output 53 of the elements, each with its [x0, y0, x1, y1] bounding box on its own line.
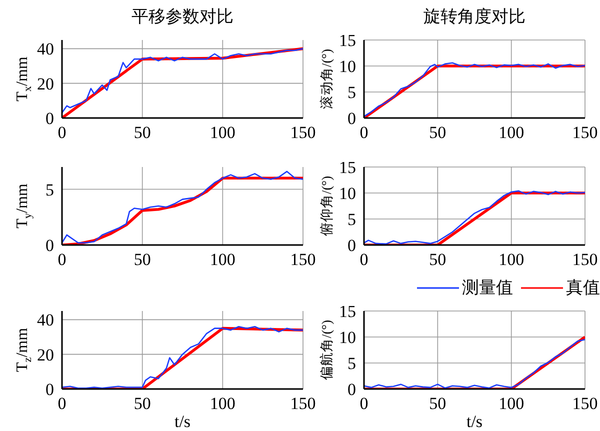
- x-tick-label: 0: [360, 250, 368, 270]
- y-tick-label: 10: [339, 184, 356, 204]
- legend-label: 真值: [566, 277, 600, 299]
- y-tick-label: 15: [339, 31, 356, 50]
- x-tick-label: 0: [360, 394, 368, 414]
- y-tick-label: 5: [348, 83, 356, 102]
- chart-title: 平移参数对比: [130, 6, 234, 28]
- x-tick-label: 50: [429, 123, 446, 142]
- y-tick-label: 0: [46, 236, 54, 256]
- x-tick-label: 100: [210, 123, 236, 142]
- x-axis-title: t/s: [173, 412, 192, 431]
- y-axis-title: 俯仰角/(°): [318, 176, 334, 236]
- y-tick-label: 10: [339, 57, 356, 76]
- y-axis-title: 偏航角/(°): [318, 320, 334, 380]
- y-tick-label: 5: [46, 180, 54, 200]
- x-tick-label: 150: [572, 394, 598, 414]
- chart-title: 旋转角度对比: [422, 6, 526, 28]
- x-tick-label: 50: [429, 250, 446, 270]
- legend-label: 测量值: [462, 277, 513, 299]
- x-tick-label: 150: [290, 250, 316, 270]
- y-tick-label: 15: [339, 158, 356, 178]
- y-tick-label: 5: [348, 354, 356, 374]
- x-tick-label: 150: [290, 394, 316, 414]
- x-tick-label: 100: [210, 250, 236, 270]
- x-tick-label: 0: [360, 123, 368, 142]
- y-axis-title: 滚动角/(°): [318, 48, 334, 110]
- x-tick-label: 100: [498, 250, 524, 270]
- x-tick-label: 0: [58, 394, 66, 414]
- x-tick-label: 150: [290, 123, 316, 142]
- x-tick-label: 100: [210, 394, 236, 414]
- x-tick-label: 100: [498, 123, 524, 142]
- x-tick-label: 0: [58, 250, 66, 270]
- y-tick-label: 0: [348, 236, 356, 256]
- y-tick-label: 5: [348, 210, 356, 230]
- x-tick-label: 150: [572, 123, 598, 142]
- y-tick-label: 0: [46, 109, 54, 128]
- y-tick-label: 15: [339, 302, 356, 322]
- y-tick-label: 20: [37, 345, 54, 364]
- x-tick-label: 50: [134, 394, 151, 414]
- x-tick-label: 50: [134, 250, 151, 270]
- y-tick-label: 40: [37, 40, 54, 59]
- x-tick-label: 50: [429, 394, 446, 414]
- x-tick-label: 50: [134, 123, 151, 142]
- x-tick-label: 0: [58, 123, 66, 142]
- y-tick-label: 0: [348, 380, 356, 400]
- y-tick-label: 0: [46, 380, 54, 400]
- y-tick-label: 40: [37, 310, 54, 330]
- x-tick-label: 150: [572, 250, 598, 270]
- y-tick-label: 10: [339, 328, 356, 348]
- x-tick-label: 100: [498, 394, 524, 414]
- y-tick-label: 20: [37, 74, 54, 94]
- y-tick-label: 0: [348, 109, 356, 128]
- x-axis-title: t/s: [465, 412, 484, 431]
